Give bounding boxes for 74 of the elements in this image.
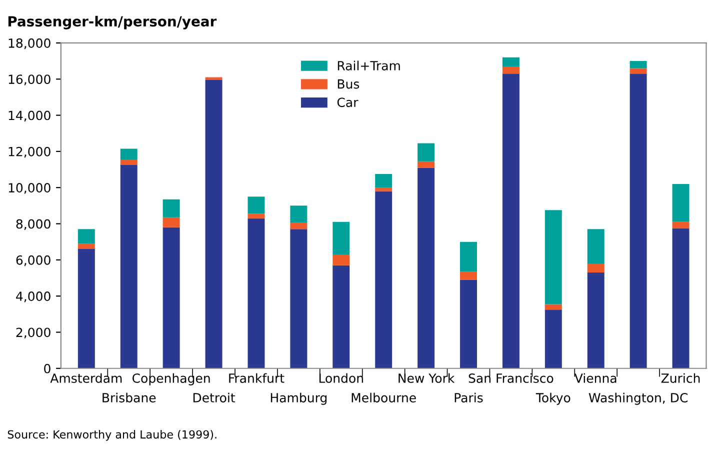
- y-tick-label: 8,000: [16, 219, 50, 230]
- bar: [587, 272, 604, 368]
- y-tick-label: 14,000: [8, 110, 50, 122]
- bar: [332, 254, 350, 266]
- x-tick-label: Frankfurt: [229, 373, 284, 383]
- bar: [375, 191, 392, 368]
- bar: [248, 218, 265, 368]
- y-tick-label: 18,000: [8, 38, 50, 50]
- x-tick-label: Brisbane: [102, 392, 156, 402]
- bar: [630, 68, 647, 74]
- bar: [630, 61, 647, 68]
- bar: [630, 74, 647, 368]
- x-tick-label: Paris: [454, 392, 483, 402]
- bar: [460, 272, 477, 280]
- y-tick-label: 0: [44, 364, 50, 374]
- x-tick-label: San Francisco: [468, 373, 554, 383]
- bar: [502, 57, 520, 66]
- bar: [544, 304, 562, 310]
- bar: [502, 74, 520, 368]
- x-tick-label: Copenhagen: [132, 373, 210, 386]
- legend-label: Car: [337, 98, 358, 108]
- x-tick-label: Tokyo: [536, 392, 570, 405]
- x-tick-label: Detroit: [193, 392, 236, 402]
- bar: [290, 222, 308, 230]
- bar: [418, 143, 435, 162]
- bar: [375, 174, 392, 188]
- x-tick-label: Melbourne: [352, 392, 416, 402]
- y-tick-label: 16,000: [8, 74, 50, 86]
- x-tick-label: London: [319, 373, 363, 383]
- source-note: Source: Kenworthy and Laube (1999).: [8, 430, 216, 441]
- bar: [672, 222, 690, 228]
- bar: [248, 196, 265, 214]
- x-tick-label: Washington, DC: [588, 392, 688, 405]
- bar: [120, 148, 138, 160]
- x-tick-label: Zurich: [661, 373, 700, 383]
- x-tick-label: New York: [398, 373, 455, 383]
- bar: [290, 229, 308, 368]
- bar: [205, 77, 222, 80]
- y-tick-label: 6,000: [16, 255, 50, 266]
- bar: [587, 264, 604, 273]
- x-tick-label: Amsterdam: [50, 373, 122, 383]
- bar: [544, 310, 562, 368]
- bar: [120, 164, 138, 368]
- bar: [672, 184, 690, 222]
- bar: [375, 188, 392, 192]
- y-tick-label: 4,000: [16, 292, 50, 302]
- bar: [672, 228, 690, 368]
- bar: [78, 229, 95, 244]
- bar: [502, 66, 520, 74]
- bar: [460, 280, 477, 368]
- bar: [162, 227, 180, 368]
- bar: [418, 161, 435, 168]
- bar: [162, 199, 180, 218]
- x-tick-label: Hamburg: [270, 392, 327, 405]
- legend-label: Bus: [338, 79, 360, 89]
- y-axis-title: Passenger-km/person/year: [8, 16, 217, 30]
- y-tick-label: 10,000: [8, 183, 50, 194]
- legend-label: Rail+Tram: [338, 60, 400, 70]
- y-tick-label: 12,000: [8, 146, 50, 158]
- y-tick-label: 2,000: [16, 328, 50, 338]
- bar: [332, 265, 350, 368]
- x-tick-label: Vienna: [574, 373, 616, 383]
- bar: [120, 160, 138, 165]
- bar: [162, 217, 180, 228]
- bar: [290, 206, 308, 223]
- bar: [248, 214, 265, 218]
- bar: [78, 249, 95, 368]
- bar: [78, 244, 95, 250]
- bar: [418, 168, 435, 368]
- bar: [544, 210, 562, 304]
- bar: [587, 229, 604, 264]
- bar: [332, 222, 350, 254]
- bar: [460, 242, 477, 272]
- bar: [205, 80, 222, 368]
